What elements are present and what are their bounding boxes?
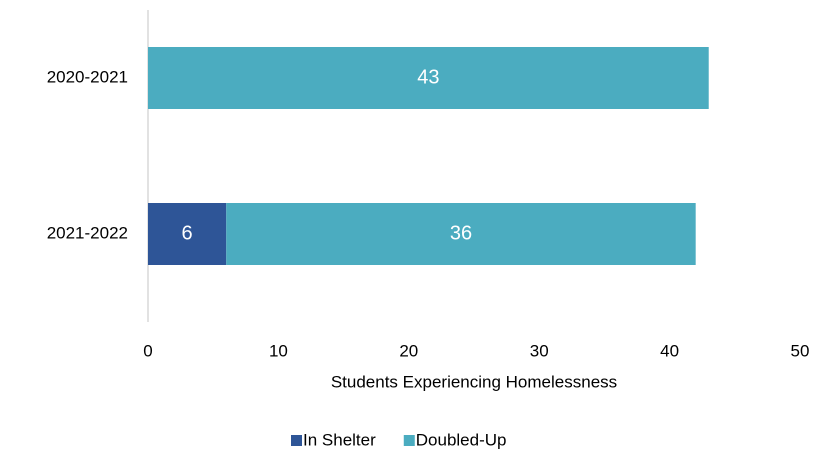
x-axis-title: Students Experiencing Homelessness — [331, 372, 617, 391]
legend-label: In Shelter — [303, 430, 376, 449]
data-label: 43 — [417, 66, 439, 88]
x-tick-label: 0 — [143, 341, 152, 360]
data-label: 6 — [182, 222, 193, 244]
bar — [148, 203, 227, 265]
legend-swatch — [403, 435, 415, 446]
legend-label: Doubled-Up — [416, 430, 507, 449]
y-tick-label: 2020-2021 — [47, 67, 128, 86]
y-tick-label: 2021-2022 — [47, 223, 128, 242]
x-tick-label: 20 — [399, 341, 418, 360]
legend-swatch — [291, 435, 302, 446]
x-tick-label: 50 — [791, 341, 810, 360]
x-tick-label: 10 — [269, 341, 288, 360]
x-tick-label: 30 — [530, 341, 549, 360]
data-label: 36 — [450, 222, 472, 244]
bar — [148, 47, 709, 109]
x-tick-label: 40 — [660, 341, 679, 360]
bar — [226, 203, 696, 265]
